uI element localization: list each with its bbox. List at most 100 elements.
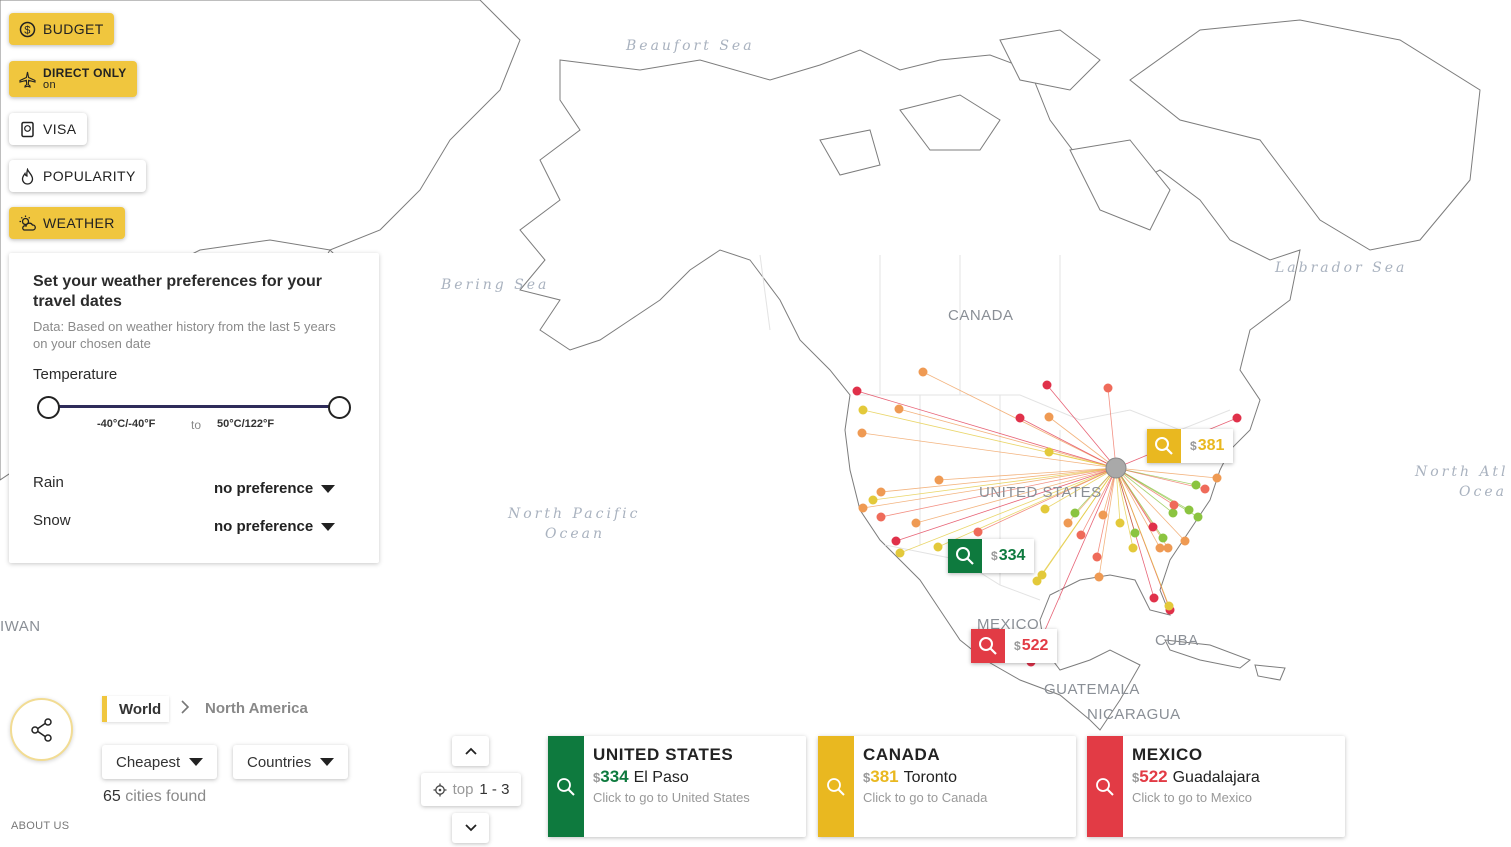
group-dropdown[interactable]: Countries: [233, 745, 349, 779]
card-currency: $: [593, 770, 601, 785]
destination-dot[interactable]: [1115, 518, 1125, 528]
destination-dot[interactable]: [1158, 533, 1168, 543]
destination-dot[interactable]: [1212, 473, 1222, 483]
destination-dot[interactable]: [1130, 528, 1140, 538]
country-label-taiwan: IWAN: [0, 618, 41, 635]
destination-dot[interactable]: [1042, 380, 1052, 390]
destination-dot[interactable]: [1163, 543, 1173, 553]
pager-down-button[interactable]: [452, 813, 489, 843]
card-country-name: MEXICO: [1132, 745, 1203, 764]
sort-dropdown[interactable]: Cheapest: [102, 745, 218, 779]
destination-dot[interactable]: [1032, 576, 1042, 586]
destination-dot[interactable]: [1070, 508, 1080, 518]
destination-dot[interactable]: [891, 536, 901, 546]
rain-preference-dropdown[interactable]: no preference: [214, 480, 336, 497]
destination-dot[interactable]: [858, 405, 868, 415]
destination-dot[interactable]: [1103, 383, 1113, 393]
sea-label-beaufort: Beaufort Sea: [625, 38, 755, 54]
destination-dot[interactable]: [1040, 504, 1050, 514]
destination-dot[interactable]: [1180, 536, 1190, 546]
flight-route-line: [1115, 467, 1170, 607]
about-us-link[interactable]: ABOUT US: [11, 820, 70, 832]
destination-dot[interactable]: [852, 386, 862, 396]
direct-only-button[interactable]: DIRECT ONLY on: [9, 61, 137, 97]
map-marker-united-states[interactable]: $334: [948, 539, 1035, 573]
destination-dot[interactable]: [1184, 505, 1194, 515]
pager-up-button[interactable]: [452, 736, 489, 766]
map-marker-canada[interactable]: $381: [1147, 429, 1234, 463]
flight-route-line: [1098, 467, 1117, 578]
flight-route-line: [862, 467, 1117, 509]
destination-dot[interactable]: [1094, 572, 1104, 582]
breadcrumb-world[interactable]: World: [102, 696, 170, 722]
popularity-button[interactable]: POPULARITY: [9, 160, 146, 192]
destination-dot[interactable]: [857, 428, 867, 438]
destination-dot[interactable]: [876, 487, 886, 497]
destination-dot[interactable]: [895, 548, 905, 558]
destination-dot[interactable]: [1015, 413, 1025, 423]
greenland-landmass: [1129, 19, 1481, 251]
destination-dot[interactable]: [1169, 500, 1179, 510]
destination-dot[interactable]: [1044, 412, 1054, 422]
card-price: 334: [600, 767, 629, 786]
budget-button[interactable]: $ BUDGET: [9, 13, 114, 45]
card-color-strip: [818, 736, 854, 837]
destination-dot[interactable]: [1232, 413, 1242, 423]
snow-label: Snow: [33, 512, 71, 529]
temperature-max-value: 50°C/122°F: [217, 418, 275, 430]
destination-dot[interactable]: [911, 518, 921, 528]
destination-dot[interactable]: [934, 475, 944, 485]
destination-dot[interactable]: [973, 527, 983, 537]
country-label-guatemala: GUATEMALA: [1044, 681, 1140, 698]
destination-dot[interactable]: [1092, 552, 1102, 562]
destination-dot[interactable]: [1155, 543, 1165, 553]
flight-route-line: [880, 467, 1117, 493]
share-icon: [30, 717, 52, 742]
destination-dot[interactable]: [1148, 522, 1158, 532]
temperature-range-slider[interactable]: [37, 396, 351, 419]
destination-dot[interactable]: [1168, 508, 1178, 518]
slider-min-handle[interactable]: [37, 396, 60, 419]
destination-dot[interactable]: [1191, 480, 1201, 490]
destination-dot[interactable]: [933, 542, 943, 552]
result-card-canada[interactable]: CANADA $381 Toronto Click to go to Canada: [818, 736, 1076, 837]
destination-dot[interactable]: [1098, 510, 1108, 520]
pager-range-text: 1 - 3: [479, 781, 510, 798]
snow-preference-dropdown[interactable]: no preference: [214, 518, 336, 535]
airplane-icon: [19, 71, 36, 88]
destination-dot[interactable]: [858, 503, 868, 513]
destination-dot[interactable]: [1063, 518, 1073, 528]
flight-route-line: [1115, 467, 1174, 514]
destination-dot[interactable]: [876, 512, 886, 522]
destination-dot[interactable]: [868, 495, 878, 505]
alaska-canada-border: [759, 254, 771, 331]
destination-dot[interactable]: [1044, 447, 1054, 457]
share-button[interactable]: [10, 698, 73, 761]
visa-button[interactable]: VISA: [9, 113, 87, 145]
group-value: Countries: [247, 753, 312, 771]
destination-dot[interactable]: [1193, 512, 1203, 522]
origin-airport[interactable]: [1105, 457, 1127, 479]
destination-dot[interactable]: [918, 367, 928, 377]
flight-route-line: [1048, 416, 1117, 469]
result-card-mexico[interactable]: MEXICO $522 Guadalajara Click to go to Me…: [1087, 736, 1345, 837]
country-label-canada: CANADA: [948, 307, 1014, 324]
direct-only-label: DIRECT ONLY: [43, 66, 127, 80]
destination-dot[interactable]: [894, 404, 904, 414]
destination-dot[interactable]: [1037, 570, 1047, 580]
flight-route-line: [1115, 467, 1218, 479]
destination-dot[interactable]: [1128, 543, 1138, 553]
result-card-united-states[interactable]: UNITED STATES $334 El Paso Click to go to…: [548, 736, 806, 837]
destination-dot[interactable]: [1076, 530, 1086, 540]
destination-dot[interactable]: [1149, 593, 1159, 603]
weather-preferences-panel: Set your weather preferences for your tr…: [9, 253, 379, 563]
destination-dot[interactable]: [1164, 601, 1174, 611]
card-hint: Click to go to Mexico: [1132, 790, 1252, 805]
slider-max-handle[interactable]: [328, 396, 351, 419]
map-marker-mexico[interactable]: $522: [971, 629, 1058, 663]
breadcrumb-north-america[interactable]: North America: [205, 700, 308, 717]
weather-button[interactable]: WEATHER: [9, 207, 125, 239]
destination-dot[interactable]: [1200, 484, 1210, 494]
sort-value: Cheapest: [116, 753, 181, 771]
